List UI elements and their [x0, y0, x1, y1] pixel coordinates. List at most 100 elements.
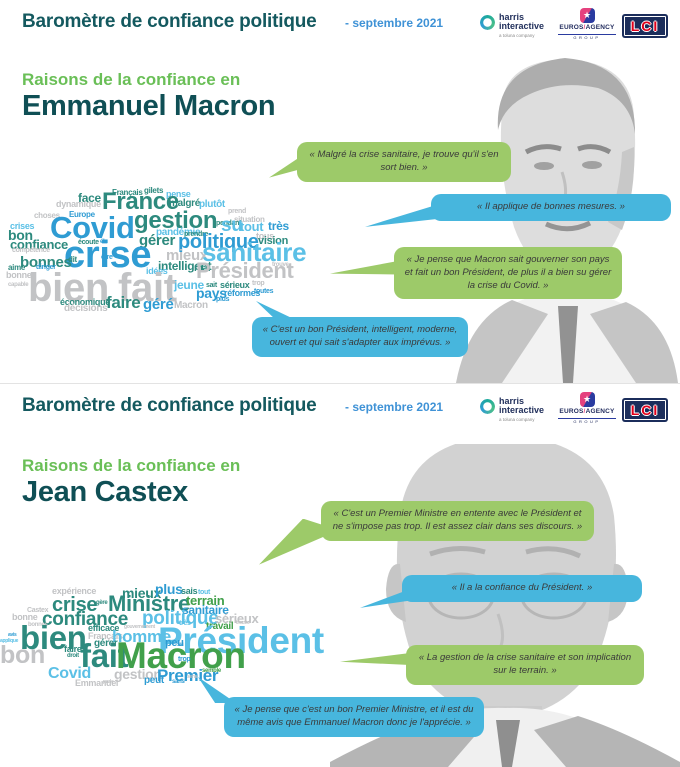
- bubble-tail: [365, 204, 437, 227]
- report-date: - septembre 2021: [345, 400, 444, 414]
- bubble-tail: [269, 153, 305, 178]
- cloud-word: dynamique: [56, 199, 101, 209]
- cloud-word: trouve: [272, 262, 289, 268]
- cloud-word: pense: [166, 189, 191, 199]
- euros-group-text: GROUP: [558, 33, 616, 41]
- cloud-word: sait: [206, 282, 217, 289]
- slide-subtitle: Raisons de la confiance en: [22, 456, 241, 475]
- slide-castex: Baromètre de confiance politique - septe…: [0, 383, 680, 767]
- cloud-word: efficace: [88, 623, 120, 633]
- cloud-word: confiance: [10, 237, 68, 252]
- cloud-word: tout: [198, 589, 211, 596]
- quote-text: « La gestion de la crise sanitaire et so…: [418, 652, 632, 676]
- quote-text: « Malgré la crise sanitaire, je trouve q…: [309, 149, 499, 173]
- cloud-word: sais: [181, 586, 198, 596]
- cloud-word: tout: [240, 219, 264, 234]
- quote-bubble: « Malgré la crise sanitaire, je trouve q…: [269, 142, 511, 182]
- cloud-word: travail: [206, 621, 234, 632]
- quote-text: « C'est un Premier Ministre en entente a…: [332, 508, 583, 532]
- slide-macron: Baromètre de confiance politique - septe…: [0, 0, 680, 383]
- slide-person-name: Emmanuel Macron: [22, 90, 276, 122]
- cloud-word: capable: [8, 282, 29, 288]
- word-cloud-macron: face Français gilets pense dynamique France ma…: [6, 176, 336, 321]
- cloud-word: droit: [67, 653, 79, 659]
- cloud-word: diriger: [36, 264, 56, 271]
- quote-bubble: « Je pense que Macron sait gouverner son…: [330, 247, 622, 300]
- cloud-word: gilets: [144, 186, 164, 195]
- euros-word-2: AGENCY: [585, 408, 615, 415]
- harris-ring-icon: [480, 15, 495, 30]
- cloud-word: Macron: [116, 635, 246, 676]
- cloud-word: très: [179, 620, 191, 627]
- euros-logo-text: EUROS/AGENCY: [558, 24, 616, 32]
- cloud-word: situation: [234, 215, 265, 224]
- slide-person-name: Jean Castex: [22, 476, 188, 508]
- harris-word-2: interactive: [499, 405, 545, 415]
- cloud-word: bonne: [6, 270, 32, 280]
- cloud-word: plutôt: [199, 199, 225, 210]
- cloud-word: sérieux: [220, 280, 250, 290]
- quote-bubble: « C'est un bon Président, intelligent, m…: [252, 301, 468, 357]
- cloud-word: Castex: [27, 607, 49, 614]
- cloud-word: gérer: [94, 638, 118, 649]
- cloud-word: France: [102, 188, 179, 215]
- cloud-word: jeune: [174, 278, 204, 292]
- euros-slash: /: [583, 24, 586, 31]
- euros-star-icon: ★: [579, 392, 595, 407]
- cloud-word: crise: [64, 234, 152, 276]
- euros-agency-logo: ★ EUROS/AGENCY GROUP: [558, 390, 616, 424]
- cloud-word: su: [177, 642, 184, 648]
- cloud-word: aime: [8, 263, 26, 272]
- cloud-word: mieux: [122, 585, 161, 601]
- cloud-word: Covid: [48, 665, 91, 682]
- cloud-word: compétence: [12, 247, 50, 254]
- cloud-word: idées: [146, 266, 168, 276]
- cloud-word: choses: [34, 211, 60, 220]
- slide-subtitle: Raisons de la confiance en: [22, 70, 241, 89]
- quote-bubble: « Je pense que c'est un bon Premier Mini…: [198, 677, 484, 737]
- cloud-word: homme: [112, 627, 171, 646]
- cloud-word: Français: [112, 188, 143, 197]
- harris-interactive-logo: harris interactive a toluna company: [480, 13, 544, 39]
- quote-bubble: « C'est un Premier Ministre en entente a…: [259, 501, 594, 565]
- euros-word-1: EUROS: [559, 408, 584, 415]
- cloud-word: mal: [194, 263, 211, 274]
- harris-tagline: a toluna company: [499, 33, 535, 38]
- cloud-word: terrain: [186, 593, 225, 608]
- cloud-word: Français: [88, 631, 123, 641]
- lci-logo: LCI: [622, 14, 668, 38]
- cloud-word: gère: [96, 600, 108, 606]
- cloud-word: sanitaire: [182, 603, 229, 617]
- cloud-word: peu: [165, 637, 184, 649]
- cloud-word: faire: [106, 293, 141, 312]
- cloud-word: confiance: [42, 609, 128, 630]
- euros-logo-text: EUROS/AGENCY: [558, 408, 616, 416]
- cloud-word: réformes: [224, 288, 261, 298]
- cloud-word: être: [101, 254, 113, 261]
- lci-logo: LCI: [622, 398, 668, 422]
- cloud-word: Europe: [69, 210, 95, 219]
- cloud-word: crises: [10, 221, 35, 231]
- cloud-word: sens: [187, 674, 198, 680]
- cloud-word: trop: [178, 656, 191, 663]
- harris-word-2: interactive: [499, 21, 545, 31]
- quote-text: « C'est un bon Président, intelligent, m…: [262, 324, 458, 348]
- cloud-word: bonne: [12, 612, 38, 622]
- cloud-word: fait: [80, 637, 129, 674]
- cloud-word: Président: [196, 258, 294, 283]
- cloud-word: élu: [100, 239, 108, 245]
- cloud-word: écoute: [78, 239, 99, 246]
- cloud-word: pays: [196, 285, 227, 301]
- cloud-word: gestion: [114, 666, 162, 682]
- harris-interactive-logo: harris interactive a toluna company: [480, 397, 544, 423]
- cloud-word: dit: [68, 255, 77, 264]
- cloud-word: peut: [144, 675, 164, 686]
- euros-agency-logo: ★ EUROS/AGENCY GROUP: [558, 6, 616, 40]
- cloud-word: applique: [0, 638, 19, 644]
- cloud-word: pendant: [216, 220, 242, 227]
- cloud-word: Ministre: [108, 591, 190, 616]
- harris-word-1: harris: [499, 396, 525, 406]
- cloud-word: pandémie: [156, 227, 201, 238]
- cloud-word: bon: [0, 641, 45, 669]
- cloud-word: expérience: [52, 586, 97, 596]
